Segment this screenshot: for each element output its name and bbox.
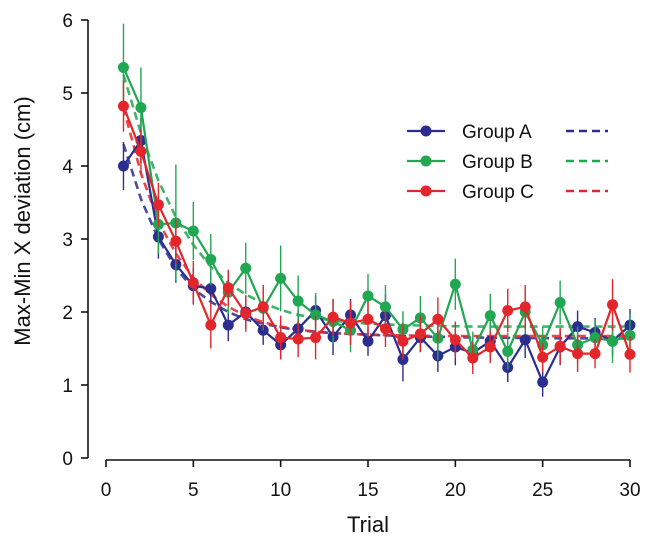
legend-entry: Group B xyxy=(407,152,608,173)
data-point xyxy=(257,301,269,313)
x-ticks: 0 5 10 15 20 25 30 xyxy=(101,460,641,501)
x-tick-label: 30 xyxy=(619,480,640,501)
data-point xyxy=(292,333,304,345)
y-tick-label: 5 xyxy=(62,84,73,105)
legend-label: Group A xyxy=(462,122,532,143)
axes xyxy=(87,20,630,461)
data-point xyxy=(502,345,514,357)
x-tick-label: 5 xyxy=(188,480,199,501)
y-tick-label: 2 xyxy=(62,303,73,324)
data-point xyxy=(537,351,549,363)
x-tick-label: 0 xyxy=(101,480,112,501)
data-point xyxy=(554,297,566,309)
data-point xyxy=(275,272,287,284)
data-point xyxy=(379,323,391,335)
data-point xyxy=(310,309,322,321)
legend-marker xyxy=(420,125,432,137)
legend-label: Group C xyxy=(462,182,534,203)
data-point xyxy=(240,307,252,319)
data-point xyxy=(345,317,357,329)
data-point xyxy=(519,301,531,313)
series xyxy=(117,23,636,370)
data-point xyxy=(607,299,619,311)
series xyxy=(117,118,636,397)
data-point xyxy=(240,262,252,274)
data-point xyxy=(205,319,217,331)
legend-entry: Group C xyxy=(407,182,608,203)
legend-label: Group B xyxy=(462,152,533,173)
data-point xyxy=(484,341,496,353)
data-series xyxy=(117,23,636,397)
data-point xyxy=(624,348,636,360)
data-point xyxy=(117,160,129,172)
data-point xyxy=(467,352,479,364)
y-tick-label: 1 xyxy=(62,376,73,397)
data-point xyxy=(292,295,304,307)
data-point xyxy=(589,348,601,360)
series xyxy=(117,80,636,375)
y-axis-title: Max-Min X deviation (cm) xyxy=(10,96,35,345)
data-point xyxy=(537,376,549,388)
data-point xyxy=(624,329,636,341)
series-line xyxy=(122,67,631,355)
data-point xyxy=(484,310,496,322)
data-point xyxy=(572,348,584,360)
data-point xyxy=(589,332,601,344)
data-point xyxy=(117,100,129,112)
data-point xyxy=(275,332,287,344)
data-point xyxy=(502,305,514,317)
data-point xyxy=(152,199,164,211)
data-point xyxy=(449,278,461,290)
data-point xyxy=(362,335,374,347)
data-point xyxy=(554,340,566,352)
data-point xyxy=(607,335,619,347)
data-point xyxy=(310,332,322,344)
series-line xyxy=(122,137,631,385)
legend-marker xyxy=(420,185,432,197)
y-tick-label: 4 xyxy=(62,157,73,178)
data-point xyxy=(170,235,182,247)
data-point xyxy=(222,319,234,331)
y-tick-label: 6 xyxy=(62,11,73,32)
y-ticks: 0 1 2 3 4 5 6 xyxy=(62,11,88,470)
legend-entry: Group A xyxy=(407,122,608,143)
y-tick-label: 0 xyxy=(62,449,73,470)
legend-marker xyxy=(420,155,432,167)
data-point xyxy=(397,335,409,347)
data-point xyxy=(362,313,374,325)
data-point xyxy=(135,145,147,157)
data-point xyxy=(379,301,391,313)
data-point xyxy=(519,334,531,346)
legend: Group A Group B Group C xyxy=(407,122,608,203)
x-tick-label: 15 xyxy=(357,480,378,501)
data-point xyxy=(187,225,199,237)
data-point xyxy=(187,277,199,289)
x-tick-label: 25 xyxy=(532,480,553,501)
error-bars xyxy=(122,118,631,397)
data-point xyxy=(432,313,444,325)
data-point xyxy=(449,334,461,346)
data-point xyxy=(414,328,426,340)
data-point xyxy=(117,61,129,73)
x-tick-label: 10 xyxy=(270,480,291,501)
y-tick-label: 3 xyxy=(62,230,73,251)
data-point xyxy=(327,311,339,323)
data-point xyxy=(362,290,374,302)
data-point xyxy=(135,102,147,114)
x-tick-label: 20 xyxy=(445,480,466,501)
x-axis-title: Trial xyxy=(347,512,389,537)
data-point xyxy=(205,283,217,295)
data-point xyxy=(205,253,217,265)
fit-curve xyxy=(122,74,630,328)
data-point xyxy=(222,282,234,294)
